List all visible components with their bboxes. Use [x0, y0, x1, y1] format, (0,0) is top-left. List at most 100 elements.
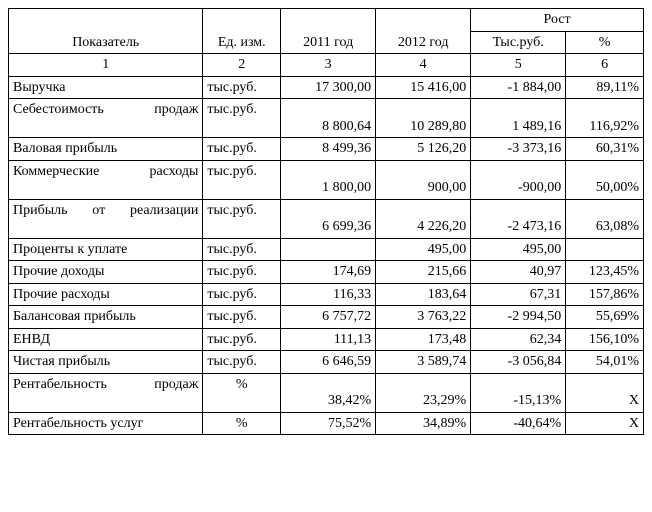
colnum-5: 5 [471, 54, 566, 77]
cell-indicator: Чистая прибыль [9, 351, 203, 374]
cell-2012: 183,64 [376, 283, 471, 306]
cell-growth-abs: 62,34 [471, 328, 566, 351]
cell-growth-pct: 55,69% [566, 306, 644, 329]
cell-growth-abs: -15,13% [471, 373, 566, 412]
th-growth-pct: % [566, 31, 644, 54]
cell-unit: тыс.руб. [203, 328, 281, 351]
cell-2012: 5 126,20 [376, 138, 471, 161]
cell-2012: 34,89% [376, 412, 471, 435]
cell-unit: тыс.руб. [203, 306, 281, 329]
cell-growth-abs: 67,31 [471, 283, 566, 306]
colnum-2: 2 [203, 54, 281, 77]
cell-indicator: Валовая прибыль [9, 138, 203, 161]
cell-growth-abs: -3 056,84 [471, 351, 566, 374]
th-unit: Ед. изм. [203, 9, 281, 54]
th-growth-abs: Тыс.руб. [471, 31, 566, 54]
table-row: Себестоимость про­дажтыс.руб.8 800,6410 … [9, 99, 644, 138]
cell-growth-pct: 116,92% [566, 99, 644, 138]
cell-2012: 173,48 [376, 328, 471, 351]
th-2011: 2011 год [281, 9, 376, 54]
cell-2012: 215,66 [376, 261, 471, 284]
th-2012: 2012 год [376, 9, 471, 54]
colnum-4: 4 [376, 54, 471, 77]
cell-2012: 3 763,22 [376, 306, 471, 329]
cell-unit: тыс.руб. [203, 160, 281, 199]
table-row: Рентабельность про­даж%38,42%23,29%-15,1… [9, 373, 644, 412]
colnum-6: 6 [566, 54, 644, 77]
cell-growth-pct: 156,10% [566, 328, 644, 351]
cell-growth-pct: 60,31% [566, 138, 644, 161]
cell-growth-pct: 157,86% [566, 283, 644, 306]
cell-unit: % [203, 412, 281, 435]
cell-indicator: Себестоимость про­даж [9, 99, 203, 138]
table-row: Балансовая прибыльтыс.руб.6 757,723 763,… [9, 306, 644, 329]
colnum-3: 3 [281, 54, 376, 77]
table-row: Чистая прибыльтыс.руб.6 646,593 589,74-3… [9, 351, 644, 374]
cell-2011: 8 499,36 [281, 138, 376, 161]
table-row: Валовая прибыльтыс.руб.8 499,365 126,20-… [9, 138, 644, 161]
cell-2012: 15 416,00 [376, 76, 471, 99]
table-row: Проценты к уплатетыс.руб.495,00495,00 [9, 238, 644, 261]
cell-growth-pct: 54,01% [566, 351, 644, 374]
cell-2012: 4 226,20 [376, 199, 471, 238]
cell-growth-pct: 123,45% [566, 261, 644, 284]
cell-indicator: Рентабельность услуг [9, 412, 203, 435]
cell-growth-pct [566, 238, 644, 261]
cell-indicator: ЕНВД [9, 328, 203, 351]
table-row: Прочие доходытыс.руб.174,69215,6640,9712… [9, 261, 644, 284]
cell-unit: тыс.руб. [203, 199, 281, 238]
cell-growth-abs: 40,97 [471, 261, 566, 284]
th-growth: Рост [471, 9, 644, 32]
cell-growth-abs: 495,00 [471, 238, 566, 261]
cell-unit: тыс.руб. [203, 283, 281, 306]
cell-2011: 75,52% [281, 412, 376, 435]
cell-2012: 3 589,74 [376, 351, 471, 374]
table-row: Рентабельность услуг%75,52%34,89%-40,64%… [9, 412, 644, 435]
cell-growth-pct: X [566, 412, 644, 435]
financial-table: Показатель Ед. изм. 2011 год 2012 год Ро… [8, 8, 644, 435]
cell-unit: тыс.руб. [203, 138, 281, 161]
table-row: Выручкатыс.руб.17 300,0015 416,00-1 884,… [9, 76, 644, 99]
cell-2011: 8 800,64 [281, 99, 376, 138]
cell-indicator: Проценты к уплате [9, 238, 203, 261]
cell-growth-pct: 63,08% [566, 199, 644, 238]
table-row: ЕНВДтыс.руб.111,13173,4862,34156,10% [9, 328, 644, 351]
cell-indicator: Прочие доходы [9, 261, 203, 284]
cell-2012: 900,00 [376, 160, 471, 199]
cell-unit: тыс.руб. [203, 76, 281, 99]
cell-unit: тыс.руб. [203, 99, 281, 138]
cell-2012: 23,29% [376, 373, 471, 412]
cell-unit: тыс.руб. [203, 238, 281, 261]
cell-indicator: Прочие расходы [9, 283, 203, 306]
cell-2011: 111,13 [281, 328, 376, 351]
cell-unit: тыс.руб. [203, 351, 281, 374]
cell-growth-abs: -2 994,50 [471, 306, 566, 329]
cell-growth-abs: -900,00 [471, 160, 566, 199]
cell-unit: % [203, 373, 281, 412]
table-row: Коммерческие расхо­дытыс.руб.1 800,00900… [9, 160, 644, 199]
cell-growth-pct: X [566, 373, 644, 412]
cell-2011 [281, 238, 376, 261]
cell-unit: тыс.руб. [203, 261, 281, 284]
cell-2011: 1 800,00 [281, 160, 376, 199]
table-row: Прибыль от реализа­циитыс.руб.6 699,364 … [9, 199, 644, 238]
cell-indicator: Прибыль от реализа­ции [9, 199, 203, 238]
cell-indicator: Рентабельность про­даж [9, 373, 203, 412]
cell-indicator: Выручка [9, 76, 203, 99]
cell-2011: 116,33 [281, 283, 376, 306]
cell-indicator: Балансовая прибыль [9, 306, 203, 329]
cell-growth-abs: -40,64% [471, 412, 566, 435]
cell-2011: 174,69 [281, 261, 376, 284]
th-indicator: Показатель [9, 9, 203, 54]
cell-2011: 6 699,36 [281, 199, 376, 238]
cell-2011: 6 757,72 [281, 306, 376, 329]
table-row: Прочие расходытыс.руб.116,33183,6467,311… [9, 283, 644, 306]
cell-2011: 17 300,00 [281, 76, 376, 99]
cell-growth-abs: -3 373,16 [471, 138, 566, 161]
cell-growth-abs: -2 473,16 [471, 199, 566, 238]
colnum-1: 1 [9, 54, 203, 77]
cell-growth-pct: 89,11% [566, 76, 644, 99]
cell-2011: 38,42% [281, 373, 376, 412]
cell-indicator: Коммерческие расхо­ды [9, 160, 203, 199]
cell-2011: 6 646,59 [281, 351, 376, 374]
